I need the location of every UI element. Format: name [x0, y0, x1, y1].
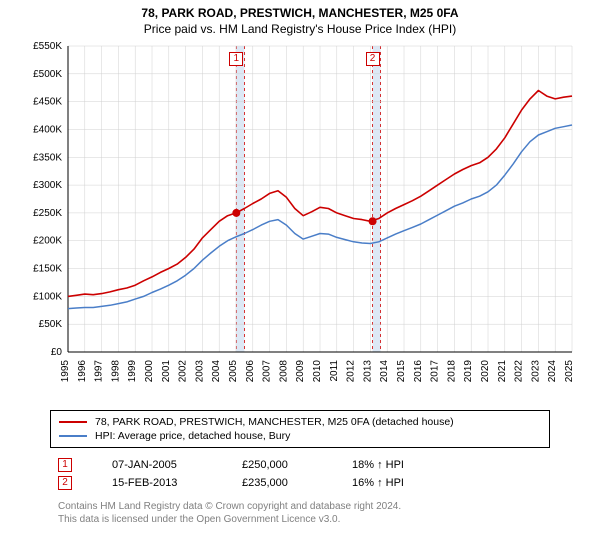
chart-titles: 78, PARK ROAD, PRESTWICH, MANCHESTER, M2… [10, 6, 590, 36]
svg-text:2017: 2017 [430, 360, 441, 383]
chart-marker-label: 2 [366, 52, 380, 66]
svg-text:2010: 2010 [312, 360, 323, 383]
legend-label: 78, PARK ROAD, PRESTWICH, MANCHESTER, M2… [95, 416, 454, 428]
svg-text:2001: 2001 [161, 360, 172, 383]
svg-text:2018: 2018 [446, 360, 457, 383]
svg-text:1999: 1999 [127, 360, 138, 383]
svg-text:£0: £0 [51, 347, 63, 358]
legend-swatch [59, 421, 87, 423]
svg-text:£50K: £50K [39, 319, 63, 330]
legend-label: HPI: Average price, detached house, Bury [95, 430, 290, 442]
svg-text:2006: 2006 [245, 360, 256, 383]
sale-hpi: 16% ↑ HPI [352, 477, 442, 489]
chart-marker-label: 1 [229, 52, 243, 66]
svg-text:2025: 2025 [564, 360, 575, 383]
svg-text:£400K: £400K [33, 124, 62, 135]
svg-text:£250K: £250K [33, 208, 62, 219]
svg-text:2004: 2004 [211, 360, 222, 383]
svg-text:2020: 2020 [480, 360, 491, 383]
sale-hpi: 18% ↑ HPI [352, 459, 442, 471]
sale-date: 07-JAN-2005 [112, 459, 202, 471]
svg-text:2014: 2014 [379, 360, 390, 383]
attribution-line2: This data is licensed under the Open Gov… [58, 513, 590, 526]
svg-text:1998: 1998 [110, 360, 121, 383]
svg-text:2008: 2008 [278, 360, 289, 383]
legend-item: HPI: Average price, detached house, Bury [59, 429, 541, 443]
svg-text:2024: 2024 [547, 360, 558, 383]
svg-text:£500K: £500K [33, 69, 62, 80]
sale-row: 2 15-FEB-2013 £235,000 16% ↑ HPI [58, 474, 590, 492]
svg-text:1995: 1995 [60, 360, 71, 383]
sale-price: £235,000 [242, 477, 312, 489]
legend-item: 78, PARK ROAD, PRESTWICH, MANCHESTER, M2… [59, 415, 541, 429]
svg-text:£150K: £150K [33, 264, 62, 275]
svg-text:2002: 2002 [178, 360, 189, 383]
sale-row: 1 07-JAN-2005 £250,000 18% ↑ HPI [58, 456, 590, 474]
sale-marker: 2 [58, 476, 72, 490]
svg-text:1997: 1997 [94, 360, 105, 383]
legend: 78, PARK ROAD, PRESTWICH, MANCHESTER, M2… [50, 410, 550, 448]
svg-text:£350K: £350K [33, 152, 62, 163]
svg-text:2022: 2022 [514, 360, 525, 383]
svg-text:£100K: £100K [33, 291, 62, 302]
svg-text:2012: 2012 [346, 360, 357, 383]
svg-text:2015: 2015 [396, 360, 407, 383]
svg-text:£450K: £450K [33, 97, 62, 108]
chart-title: 78, PARK ROAD, PRESTWICH, MANCHESTER, M2… [10, 6, 590, 20]
svg-text:2005: 2005 [228, 360, 239, 383]
svg-text:£200K: £200K [33, 236, 62, 247]
svg-text:2023: 2023 [530, 360, 541, 383]
sale-date: 15-FEB-2013 [112, 477, 202, 489]
svg-text:£300K: £300K [33, 180, 62, 191]
attribution-line1: Contains HM Land Registry data © Crown c… [58, 500, 590, 513]
svg-text:2011: 2011 [329, 360, 340, 382]
svg-text:1996: 1996 [77, 360, 88, 383]
svg-text:2013: 2013 [362, 360, 373, 383]
attribution: Contains HM Land Registry data © Crown c… [58, 500, 590, 526]
chart-container: 78, PARK ROAD, PRESTWICH, MANCHESTER, M2… [0, 0, 600, 560]
svg-text:2007: 2007 [262, 360, 273, 383]
svg-text:2019: 2019 [463, 360, 474, 383]
svg-text:£550K: £550K [33, 42, 62, 52]
sale-price: £250,000 [242, 459, 312, 471]
svg-text:2009: 2009 [295, 360, 306, 383]
chart-subtitle: Price paid vs. HM Land Registry's House … [10, 22, 590, 36]
sales-table: 1 07-JAN-2005 £250,000 18% ↑ HPI 2 15-FEB-201… [58, 456, 590, 492]
svg-text:2016: 2016 [413, 360, 424, 383]
chart-svg: £0 £50K £100K £150K £200K £250K £300K £350K £400… [20, 42, 580, 402]
svg-text:2021: 2021 [497, 360, 508, 383]
legend-swatch [59, 435, 87, 437]
sale-marker: 1 [58, 458, 72, 472]
chart-plot-area: £0 £50K £100K £150K £200K £250K £300K £350K £400… [20, 42, 580, 402]
svg-text:2003: 2003 [194, 360, 205, 383]
svg-text:2000: 2000 [144, 360, 155, 383]
